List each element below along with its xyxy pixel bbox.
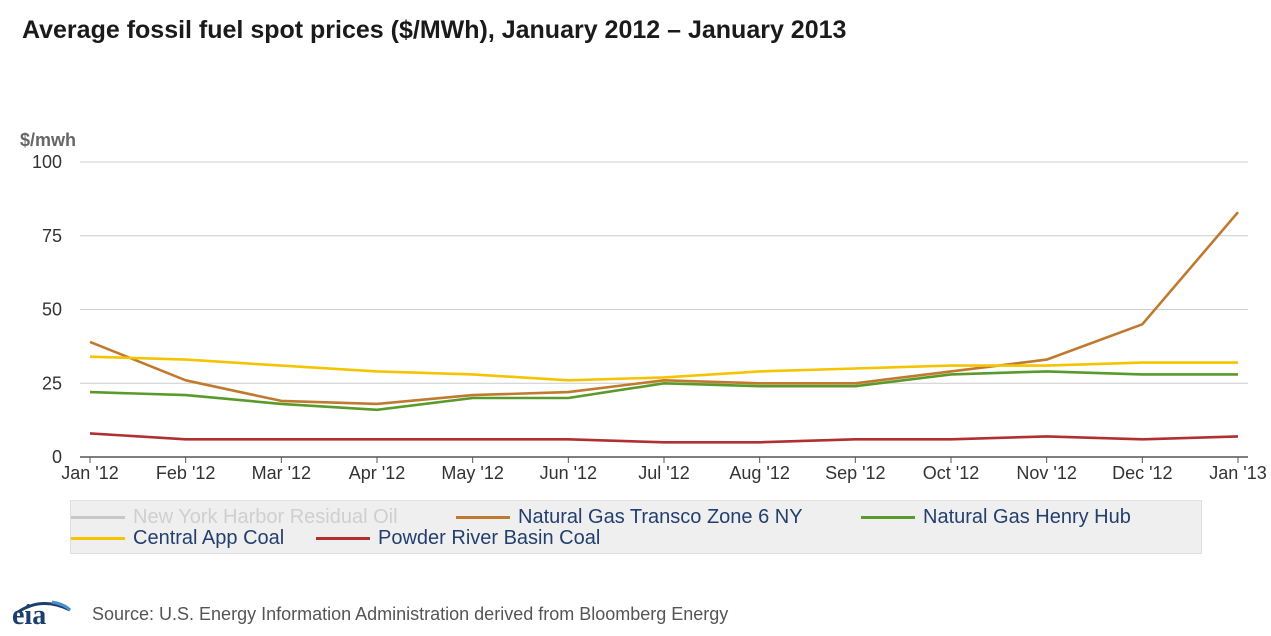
x-tick-label: Jul '12 bbox=[638, 463, 689, 483]
x-tick-label: Nov '12 bbox=[1016, 463, 1076, 483]
legend-label: Natural Gas Henry Hub bbox=[923, 505, 1131, 528]
legend-label: New York Harbor Residual Oil bbox=[133, 505, 398, 528]
legend-item-henry-hub[interactable]: Natural Gas Henry Hub bbox=[861, 506, 1131, 528]
legend-swatch bbox=[456, 515, 510, 519]
legend: New York Harbor Residual Oil Natural Gas… bbox=[70, 500, 1202, 554]
x-tick-label: Aug '12 bbox=[729, 463, 790, 483]
legend-swatch bbox=[71, 536, 125, 540]
source-note: Source: U.S. Energy Information Administ… bbox=[92, 603, 729, 624]
y-tick-label: 25 bbox=[42, 373, 62, 393]
x-tick-label: Mar '12 bbox=[252, 463, 311, 483]
x-tick-label: Jun '12 bbox=[540, 463, 597, 483]
y-tick-label: 75 bbox=[42, 226, 62, 246]
legend-item-ny-harbor-residual-oil[interactable]: New York Harbor Residual Oil bbox=[71, 506, 398, 528]
legend-swatch bbox=[316, 536, 370, 540]
y-axis-label: $/mwh bbox=[20, 130, 76, 150]
eia-logo-arc bbox=[17, 600, 72, 614]
x-tick-label: Jan '13 bbox=[1209, 463, 1266, 483]
legend-swatch bbox=[861, 515, 915, 519]
y-tick-label: 0 bbox=[52, 447, 62, 467]
legend-label: Natural Gas Transco Zone 6 NY bbox=[518, 505, 803, 528]
x-tick-label: Oct '12 bbox=[923, 463, 979, 483]
x-tick-label: May '12 bbox=[441, 463, 503, 483]
legend-item-central-app-coal[interactable]: Central App Coal bbox=[71, 527, 284, 549]
line-chart: $/mwh 0 25 50 75 100 Jan '12 Feb '12 Mar '12 Apr … bbox=[20, 130, 1267, 483]
x-tick-label: Apr '12 bbox=[349, 463, 405, 483]
series-line-3 bbox=[89, 355, 1238, 382]
legend-item-powder-river-basin-coal[interactable]: Powder River Basin Coal bbox=[316, 527, 600, 549]
y-tick-label: 100 bbox=[32, 152, 62, 172]
x-tick-label: Sep '12 bbox=[825, 463, 886, 483]
series-line-4 bbox=[89, 432, 1239, 444]
legend-item-transco-zone-6[interactable]: Natural Gas Transco Zone 6 NY bbox=[456, 506, 803, 528]
footer: eia Source: U.S. Energy Information Admi… bbox=[12, 598, 729, 631]
series-line-1 bbox=[89, 211, 1239, 406]
x-tick-label: Jan '12 bbox=[61, 463, 118, 483]
legend-swatch bbox=[71, 515, 125, 519]
eia-logo-text: eia bbox=[12, 600, 47, 631]
legend-label: Powder River Basin Coal bbox=[378, 526, 601, 549]
chart-title: Average fossil fuel spot prices ($/MWh),… bbox=[22, 16, 847, 44]
x-tick-label: Dec '12 bbox=[1112, 463, 1172, 483]
eia-logo: eia bbox=[12, 598, 74, 631]
y-tick-label: 50 bbox=[42, 300, 62, 320]
series-line-2 bbox=[89, 370, 1238, 412]
legend-label: Central App Coal bbox=[133, 526, 285, 549]
x-tick-label: Feb '12 bbox=[156, 463, 215, 483]
